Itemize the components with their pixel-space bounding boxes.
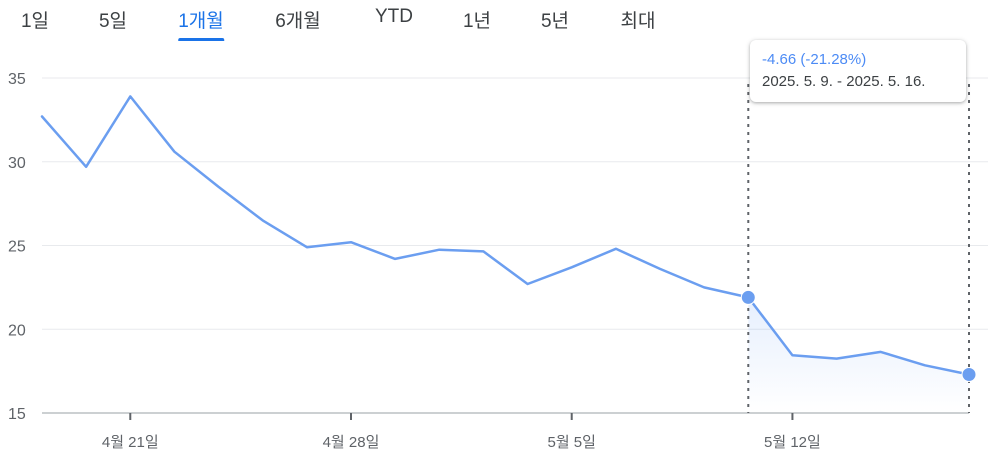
tab-5d-label: 5일 (98, 11, 128, 32)
y-tick-label: 15 (8, 406, 26, 423)
highlight-region (747, 84, 970, 413)
x-tick-label: 4월 21일 (102, 434, 159, 451)
x-tick-label: 5월 5일 (547, 434, 595, 451)
tab-1d[interactable]: 1일 (21, 6, 49, 39)
tab-max-label: 최대 (620, 11, 656, 32)
x-tick-label: 4월 28일 (323, 434, 380, 451)
tooltip-date-range: 2025. 5. 9. - 2025. 5. 16. (762, 73, 926, 90)
tab-6m-label: 6개월 (275, 11, 321, 32)
y-tick-label: 20 (8, 322, 26, 339)
tab-1m[interactable]: 1개월 (178, 6, 224, 41)
range-tab-bar: 1일 5일 1개월 6개월 YTD 1년 5년 최대 (0, 0, 988, 41)
y-tick-label: 30 (8, 155, 26, 172)
x-tick-label: 5월 12일 (764, 434, 821, 451)
highlight-area (748, 297, 969, 413)
tab-5d[interactable]: 5일 (99, 6, 127, 39)
range-tooltip: -4.66 (-21.28%) 2025. 5. 9. - 2025. 5. 1… (750, 40, 966, 102)
range-markers (740, 289, 977, 382)
tab-1y-label: 1년 (462, 11, 492, 32)
tab-max[interactable]: 최대 (621, 6, 656, 39)
range-start-point[interactable] (740, 289, 756, 305)
tooltip-change: -4.66 (-21.28%) (762, 51, 867, 68)
y-axis-ticks: 15 20 25 30 35 (8, 71, 26, 423)
y-tick-label: 35 (8, 71, 26, 88)
tab-1d-label: 1일 (20, 11, 50, 32)
tab-ytd[interactable]: YTD (375, 6, 413, 34)
active-tab-indicator (178, 38, 224, 41)
tab-1y[interactable]: 1년 (463, 6, 491, 39)
tab-6m[interactable]: 6개월 (275, 6, 321, 39)
price-series (40, 95, 971, 376)
price-line (40, 95, 971, 376)
tab-ytd-label: YTD (375, 6, 413, 27)
tab-5y-label: 5년 (540, 11, 570, 32)
y-tick-label: 25 (8, 239, 26, 256)
x-axis-ticks: 4월 21일 4월 28일 5월 5일 5월 12일 (102, 413, 821, 451)
range-end-point[interactable] (961, 366, 977, 382)
tab-5y[interactable]: 5년 (541, 6, 569, 39)
tab-1m-label: 1개월 (178, 11, 224, 32)
